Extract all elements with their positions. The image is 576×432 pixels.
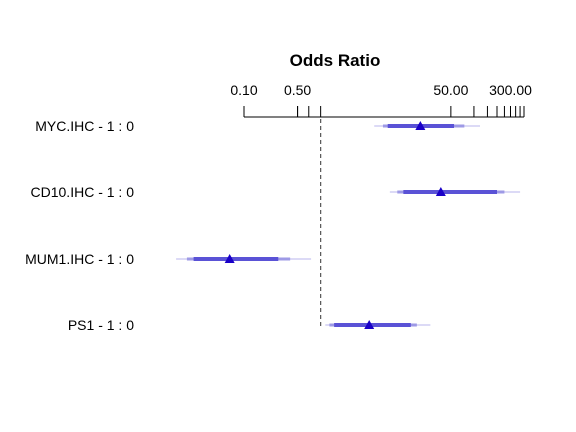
point-estimate — [224, 254, 235, 263]
point-estimate — [435, 187, 446, 196]
x-axis: 0.10 0.50 50.00 300.00 — [230, 82, 532, 118]
row-label: MYC.IHC - 1 : 0 — [35, 118, 134, 134]
forest-row: MYC.IHC - 1 : 0 — [35, 118, 481, 134]
rows-group: MYC.IHC - 1 : 0 CD10.IHC - 1 : 0 MUM1.IHC … — [25, 118, 521, 333]
tick-label: 0.50 — [284, 82, 311, 98]
tick-label: 0.10 — [230, 82, 257, 98]
point-estimate — [415, 121, 426, 130]
row-label: PS1 - 1 : 0 — [68, 317, 134, 333]
forest-row: PS1 - 1 : 0 — [68, 317, 431, 333]
tick-label: 300.00 — [489, 82, 532, 98]
forest-row: CD10.IHC - 1 : 0 — [31, 184, 521, 200]
chart-title: Odds Ratio — [290, 51, 381, 70]
row-label: MUM1.IHC - 1 : 0 — [25, 251, 134, 267]
point-estimate — [364, 320, 375, 329]
row-label: CD10.IHC - 1 : 0 — [31, 184, 135, 200]
tick-label: 50.00 — [433, 82, 468, 98]
forest-row: MUM1.IHC - 1 : 0 — [25, 251, 312, 267]
